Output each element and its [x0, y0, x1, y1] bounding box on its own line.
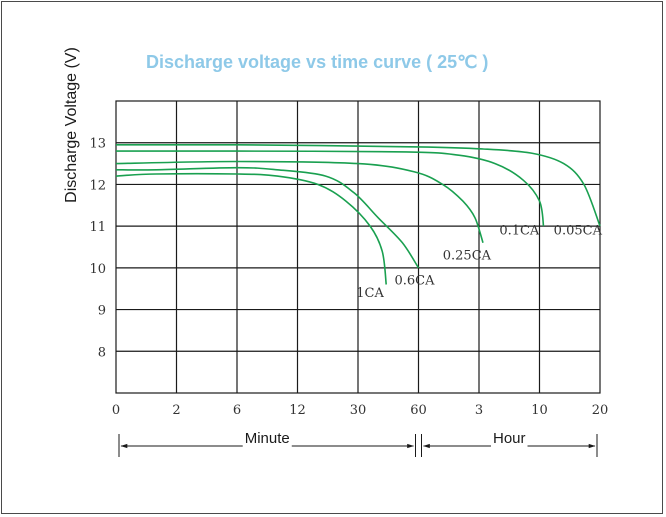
x-tick-label: 3 — [475, 403, 483, 418]
chart-title: Discharge voltage vs time curve ( 25℃ ) — [146, 52, 489, 72]
x-tick-label: 10 — [531, 403, 548, 418]
x-tick-label: 6 — [233, 403, 241, 418]
y-tick-label: 12 — [89, 178, 106, 193]
discharge-curve-1ca — [115, 172, 387, 285]
x-tick-label: 60 — [410, 403, 427, 418]
discharge-curve-0_05ca — [115, 143, 601, 227]
curve-label-0_1ca: 0.1CA — [499, 223, 540, 238]
x-tick-label: 20 — [592, 403, 609, 418]
y-tick-label: 8 — [98, 345, 106, 360]
curve-label-0_6ca: 0.6CA — [394, 274, 435, 289]
discharge-curve-0_25ca — [115, 160, 484, 244]
unit-label-hour: Hour — [493, 430, 526, 447]
x-tick-label: 30 — [350, 403, 367, 418]
unit-label-minute: Minute — [245, 430, 290, 447]
curve-label-0_05ca: 0.05CA — [554, 223, 603, 238]
x-tick-label: 0 — [112, 403, 120, 418]
y-tick-label: 11 — [89, 220, 106, 235]
x-tick-label: 2 — [172, 403, 180, 418]
curve-label-1ca: 1CA — [356, 286, 384, 301]
curve-label-0_25ca: 0.25CA — [443, 249, 492, 264]
y-tick-label: 13 — [89, 137, 106, 152]
y-tick-label: 10 — [89, 262, 106, 277]
discharge-curve-0_6ca — [115, 166, 420, 269]
discharge-curve-0_1ca — [115, 150, 545, 227]
y-tick-label: 9 — [98, 304, 106, 319]
x-tick-label: 12 — [289, 403, 306, 418]
